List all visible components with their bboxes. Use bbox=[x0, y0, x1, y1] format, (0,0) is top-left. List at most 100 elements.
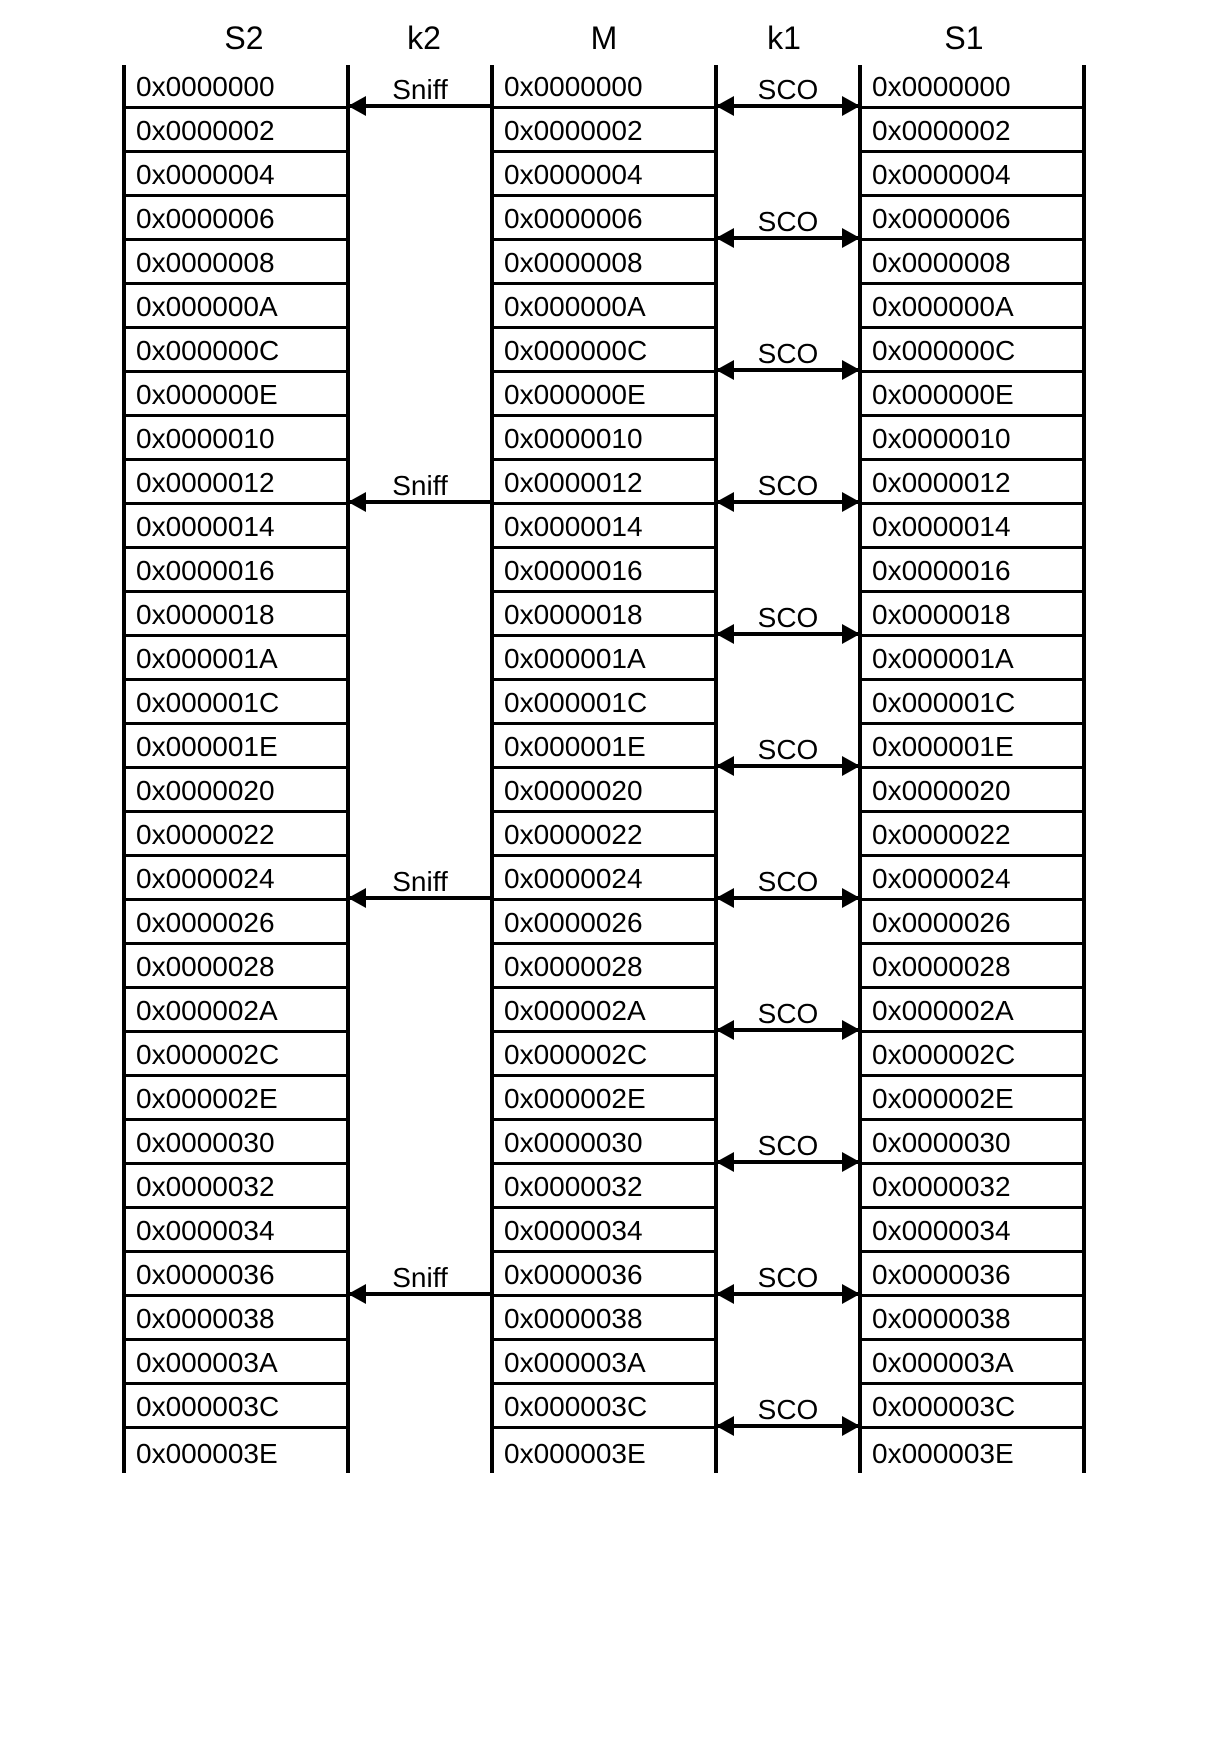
addr-cell: 0x0000026 bbox=[494, 901, 714, 945]
addr-cell: 0x0000000 bbox=[862, 65, 1082, 109]
addr-cell: 0x000001A bbox=[862, 637, 1082, 681]
addr-cell: 0x000002C bbox=[126, 1033, 346, 1077]
addr-cell: 0x0000022 bbox=[862, 813, 1082, 857]
addr-cell: 0x000003E bbox=[862, 1429, 1082, 1473]
addr-cell: 0x0000004 bbox=[494, 153, 714, 197]
addr-cell: 0x0000020 bbox=[862, 769, 1082, 813]
header-k1: k1 bbox=[714, 20, 854, 57]
addr-cell: 0x000000E bbox=[862, 373, 1082, 417]
addr-cell: 0x000003C bbox=[126, 1385, 346, 1429]
addr-cell: 0x0000008 bbox=[494, 241, 714, 285]
arrow: Sniff bbox=[350, 76, 490, 108]
addr-cell: 0x000002A bbox=[494, 989, 714, 1033]
arrow: Sniff bbox=[350, 472, 490, 504]
arrow-line bbox=[718, 632, 858, 636]
addr-cell: 0x0000008 bbox=[862, 241, 1082, 285]
arrow: SCO bbox=[718, 208, 858, 240]
gap-k2: Sniff Sniff Sniff Sniff bbox=[350, 65, 490, 1473]
addr-cell: 0x000000E bbox=[494, 373, 714, 417]
header-m: M bbox=[494, 20, 714, 57]
arrow-line bbox=[350, 500, 490, 504]
addr-cell: 0x0000036 bbox=[126, 1253, 346, 1297]
addr-cell: 0x0000034 bbox=[862, 1209, 1082, 1253]
arrow-line bbox=[718, 896, 858, 900]
addr-cell: 0x0000024 bbox=[494, 857, 714, 901]
arrow-line bbox=[718, 104, 858, 108]
addr-cell: 0x0000024 bbox=[126, 857, 346, 901]
addr-cell: 0x0000014 bbox=[126, 505, 346, 549]
arrow-label: SCO bbox=[758, 340, 819, 368]
addr-cell: 0x0000038 bbox=[494, 1297, 714, 1341]
addr-cell: 0x000001E bbox=[862, 725, 1082, 769]
addr-cell: 0x0000030 bbox=[862, 1121, 1082, 1165]
addr-cell: 0x000003C bbox=[494, 1385, 714, 1429]
arrow: SCO bbox=[718, 868, 858, 900]
arrow-line bbox=[350, 1292, 490, 1296]
addr-cell: 0x000002C bbox=[862, 1033, 1082, 1077]
arrow: SCO bbox=[718, 76, 858, 108]
arrow-line bbox=[718, 1160, 858, 1164]
arrow-line bbox=[718, 1028, 858, 1032]
header-s1: S1 bbox=[854, 20, 1074, 57]
arrow-label: SCO bbox=[758, 1132, 819, 1160]
addr-cell: 0x0000028 bbox=[126, 945, 346, 989]
gap-k1: SCO SCO SCO SCO SCO SCO SCO SCO SCO SCO SCO bbox=[718, 65, 858, 1473]
addr-cell: 0x0000028 bbox=[862, 945, 1082, 989]
addr-cell: 0x0000012 bbox=[126, 461, 346, 505]
addr-cell: 0x0000018 bbox=[494, 593, 714, 637]
addr-cell: 0x000003A bbox=[494, 1341, 714, 1385]
addr-cell: 0x000000C bbox=[862, 329, 1082, 373]
addr-cell: 0x0000028 bbox=[494, 945, 714, 989]
arrow: SCO bbox=[718, 340, 858, 372]
addr-cell: 0x0000018 bbox=[862, 593, 1082, 637]
addr-cell: 0x0000034 bbox=[126, 1209, 346, 1253]
addr-cell: 0x0000038 bbox=[126, 1297, 346, 1341]
addr-cell: 0x0000034 bbox=[494, 1209, 714, 1253]
addr-cell: 0x0000004 bbox=[862, 153, 1082, 197]
addr-cell: 0x0000036 bbox=[494, 1253, 714, 1297]
arrow-label: SCO bbox=[758, 76, 819, 104]
addr-cell: 0x0000024 bbox=[862, 857, 1082, 901]
arrow-label: SCO bbox=[758, 1396, 819, 1424]
addr-cell: 0x0000022 bbox=[126, 813, 346, 857]
addr-cell: 0x000000E bbox=[126, 373, 346, 417]
addr-cell: 0x000001E bbox=[494, 725, 714, 769]
addr-cell: 0x0000026 bbox=[862, 901, 1082, 945]
addr-cell: 0x000000A bbox=[126, 285, 346, 329]
addr-cell: 0x0000038 bbox=[862, 1297, 1082, 1341]
arrow: SCO bbox=[718, 1264, 858, 1296]
column-s2: 0x00000000x00000020x00000040x00000060x00… bbox=[122, 65, 350, 1473]
addr-cell: 0x000002C bbox=[494, 1033, 714, 1077]
addr-cell: 0x000000C bbox=[126, 329, 346, 373]
header-k2: k2 bbox=[354, 20, 494, 57]
arrow: Sniff bbox=[350, 868, 490, 900]
addr-cell: 0x0000032 bbox=[494, 1165, 714, 1209]
addr-cell: 0x0000010 bbox=[494, 417, 714, 461]
arrow-line bbox=[718, 1292, 858, 1296]
addr-cell: 0x0000000 bbox=[494, 65, 714, 109]
addr-cell: 0x000001C bbox=[862, 681, 1082, 725]
addr-cell: 0x000000A bbox=[862, 285, 1082, 329]
arrow-line bbox=[350, 896, 490, 900]
addr-cell: 0x0000032 bbox=[126, 1165, 346, 1209]
addr-cell: 0x0000010 bbox=[862, 417, 1082, 461]
addr-cell: 0x0000014 bbox=[862, 505, 1082, 549]
arrow-label: Sniff bbox=[392, 1264, 448, 1292]
arrow-line bbox=[718, 1424, 858, 1428]
addr-cell: 0x0000012 bbox=[862, 461, 1082, 505]
arrow: SCO bbox=[718, 604, 858, 636]
addr-cell: 0x000001A bbox=[126, 637, 346, 681]
arrow-label: SCO bbox=[758, 1000, 819, 1028]
column-m: 0x00000000x00000020x00000040x00000060x00… bbox=[490, 65, 718, 1473]
addr-cell: 0x0000036 bbox=[862, 1253, 1082, 1297]
arrow: SCO bbox=[718, 472, 858, 504]
header-s2: S2 bbox=[134, 20, 354, 57]
arrow-line bbox=[718, 500, 858, 504]
arrow: SCO bbox=[718, 1000, 858, 1032]
arrow-label: SCO bbox=[758, 868, 819, 896]
addr-cell: 0x000002E bbox=[494, 1077, 714, 1121]
addr-cell: 0x0000030 bbox=[494, 1121, 714, 1165]
arrow: SCO bbox=[718, 1396, 858, 1428]
arrow-label: Sniff bbox=[392, 76, 448, 104]
arrow-label: SCO bbox=[758, 736, 819, 764]
